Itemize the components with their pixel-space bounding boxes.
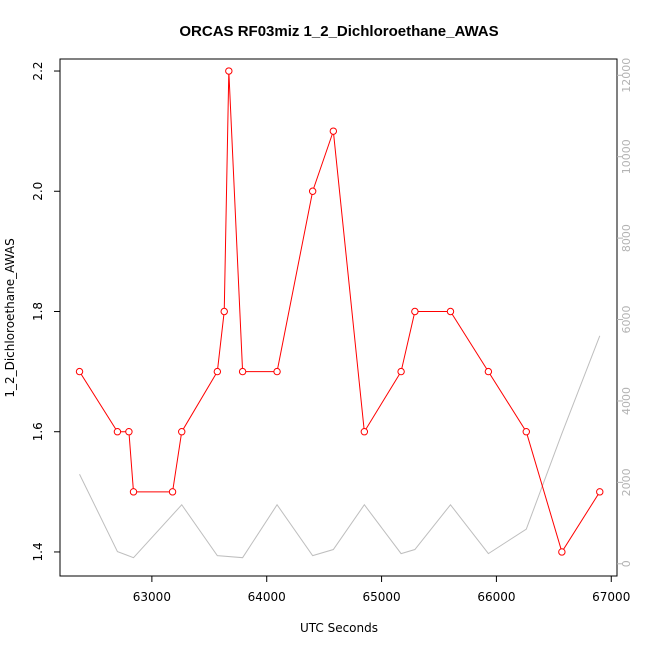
plot-frame [59,58,618,577]
data-point [220,307,228,316]
data-point [558,548,566,556]
y-axis: 1.4 1.6 1.8 2.0 2.2 [31,61,60,562]
y-tick-label: 1.6 [31,422,45,441]
data-point [522,428,530,436]
series-layer [75,67,604,559]
right-y-tick-label: 4000 [620,387,633,415]
data-point [411,307,419,316]
right-y-tick-label: 0 [620,560,633,567]
y-tick-label: 1.4 [31,542,45,561]
right-y-tick-label: 12000 [620,58,633,93]
data-point [125,428,133,436]
x-tick-label: 67000 [592,590,630,604]
right-y-tick-label: 6000 [620,306,633,334]
secondary-series-line [79,335,601,559]
x-axis-label: UTC Seconds [300,621,378,635]
data-point [75,367,84,376]
x-axis: 63000 64000 65000 66000 67000 [133,576,630,604]
y-tick-label: 2.2 [31,61,45,80]
data-point [273,367,281,376]
data-point [129,488,138,496]
x-tick-label: 65000 [362,590,400,604]
data-point [225,67,233,75]
data-point [113,428,122,436]
data-point [360,428,369,436]
data-point [308,187,317,195]
primary-series-line [79,71,601,554]
data-point [178,428,186,436]
data-point [446,307,455,316]
data-point [596,488,604,496]
x-tick-label: 64000 [248,590,286,604]
y-tick-label: 2.0 [31,182,45,201]
right-y-axis: 0 2000 4000 6000 8000 10000 12000 [617,58,633,567]
data-point [329,127,338,135]
chart-title: ORCAS RF03miz 1_2_Dichloroethane_AWAS [179,23,498,40]
data-point [168,488,177,496]
x-tick-label: 66000 [477,590,515,604]
y-axis-label: 1_2_Dichloroethane_AWAS [3,238,17,397]
right-y-tick-label: 10000 [620,139,633,174]
right-y-tick-label: 2000 [620,468,633,496]
data-point [397,367,405,376]
x-tick-label: 63000 [133,590,171,604]
data-point [484,367,493,376]
y-tick-label: 1.8 [31,302,45,321]
right-y-tick-label: 8000 [620,224,633,252]
data-point [238,367,247,376]
data-point [213,367,222,376]
